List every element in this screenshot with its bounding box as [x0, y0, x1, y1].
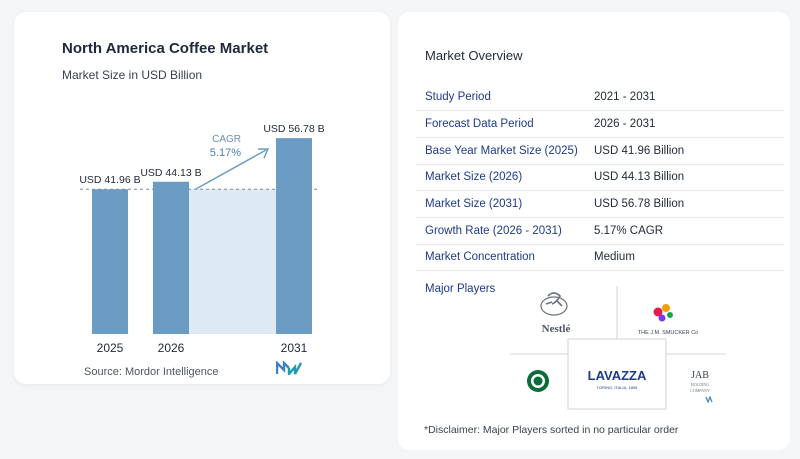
row-value: 2021 - 2031 — [586, 84, 784, 112]
overview-row: Base Year Market Size (2025) USD 41.96 Bi… — [416, 137, 784, 165]
bar-2031 — [276, 138, 312, 334]
row-value: Medium — [586, 244, 784, 272]
jab-logo: JAB HOLDING COMPANY — [690, 370, 713, 404]
overview-row: Market Size (2031) USD 56.78 Billion — [416, 190, 784, 218]
cagr-label: CAGR — [212, 134, 241, 145]
row-label: Market Concentration — [416, 244, 586, 272]
row-label: Study Period — [416, 84, 586, 112]
row-label: Forecast Data Period — [416, 110, 586, 138]
row-label: Growth Rate (2026 - 2031) — [416, 217, 586, 245]
lavazza-subtext: TORINO, ITALIA, 1895 — [597, 385, 639, 390]
x-tick-label: 2025 — [97, 341, 124, 355]
disclaimer-text: *Disclaimer: Major Players sorted in no … — [424, 424, 679, 436]
x-tick-label: 2031 — [281, 341, 308, 355]
overview-row: Market Size (2026) USD 44.13 Billion — [416, 164, 784, 192]
overview-row: Market Concentration Medium — [416, 244, 784, 272]
smucker-text: THE J.M. SMUCKER Co — [638, 330, 699, 336]
chart-title: North America Coffee Market — [62, 40, 269, 57]
bar-value-label: USD 56.78 B — [263, 123, 324, 135]
nestle-text: Nestlé — [542, 323, 571, 335]
nestle-logo: Nestlé — [540, 292, 571, 335]
row-label: Base Year Market Size (2025) — [416, 137, 586, 165]
row-value: 5.17% CAGR — [586, 217, 784, 245]
bar-value-label: USD 41.96 B — [79, 174, 140, 186]
row-value: 2026 - 2031 — [586, 110, 784, 138]
bar-2025 — [92, 189, 128, 334]
major-players-grid: Nestlé THE J.M. SMUCKER Co LAVAZZA TORIN… — [510, 286, 726, 410]
mordor-logo-icon — [276, 361, 302, 375]
cagr-value: 5.17% — [210, 147, 241, 159]
bar-chart: USD 41.96 B 2025 USD 44.13 B 2026 USD 56.78 … — [79, 123, 324, 355]
overview-row: Study Period 2021 - 2031 — [416, 84, 784, 112]
jab-subtext-1: HOLDING — [691, 382, 709, 387]
overview-table: Study Period 2021 - 2031 Forecast Data Pe… — [416, 84, 784, 272]
lavazza-logo: LAVAZZA TORINO, ITALIA, 1895 — [588, 368, 647, 390]
row-label: Market Size (2031) — [416, 190, 586, 218]
row-label: Market Size (2026) — [416, 164, 586, 192]
overview-row: Growth Rate (2026 - 2031) 5.17% CAGR — [416, 217, 784, 245]
bar-value-label: USD 44.13 B — [140, 167, 201, 179]
source-text: Source: Mordor Intelligence — [84, 366, 219, 378]
cagr-arrowhead — [258, 148, 270, 159]
major-players-label: Major Players — [425, 283, 496, 295]
lavazza-text: LAVAZZA — [588, 368, 647, 383]
jab-text: JAB — [691, 370, 709, 381]
jab-subtext-2: COMPANY — [690, 388, 710, 393]
row-value: USD 41.96 Billion — [586, 137, 784, 165]
starbucks-logo — [527, 370, 549, 392]
lavazza-logo-box — [567, 338, 667, 410]
row-value: USD 56.78 Billion — [586, 190, 784, 218]
x-tick-label: 2026 — [158, 341, 185, 355]
smucker-logo: THE J.M. SMUCKER Co — [638, 304, 699, 336]
overview-title: Market Overview — [425, 48, 523, 63]
chart-subtitle: Market Size in USD Billion — [62, 68, 203, 82]
row-value: USD 44.13 Billion — [586, 164, 784, 192]
cagr-arrow — [195, 149, 267, 190]
overview-row: Forecast Data Period 2026 - 2031 — [416, 110, 784, 138]
bar-2026 — [153, 181, 189, 334]
